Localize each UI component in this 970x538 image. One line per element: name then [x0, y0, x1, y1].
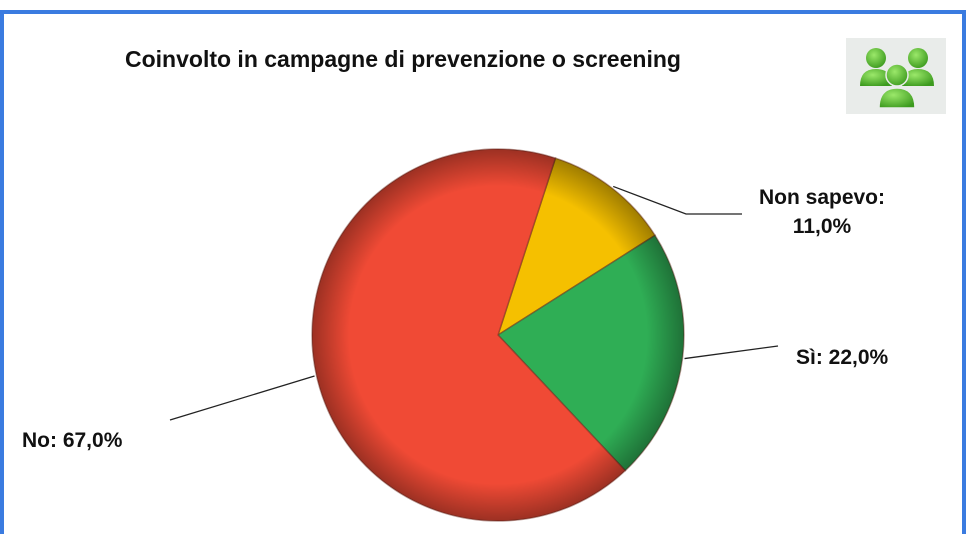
data-label: Sì: 22,0% — [796, 346, 889, 369]
chart-title: Coinvolto in campagne di prevenzione o s… — [125, 46, 681, 72]
data-label: No: 67,0% — [22, 429, 123, 452]
data-label: 11,0% — [793, 215, 852, 238]
leader-line — [684, 345, 779, 360]
leader-line — [169, 375, 315, 421]
data-label: Non sapevo: — [759, 186, 885, 209]
people-group-icon — [846, 38, 946, 114]
